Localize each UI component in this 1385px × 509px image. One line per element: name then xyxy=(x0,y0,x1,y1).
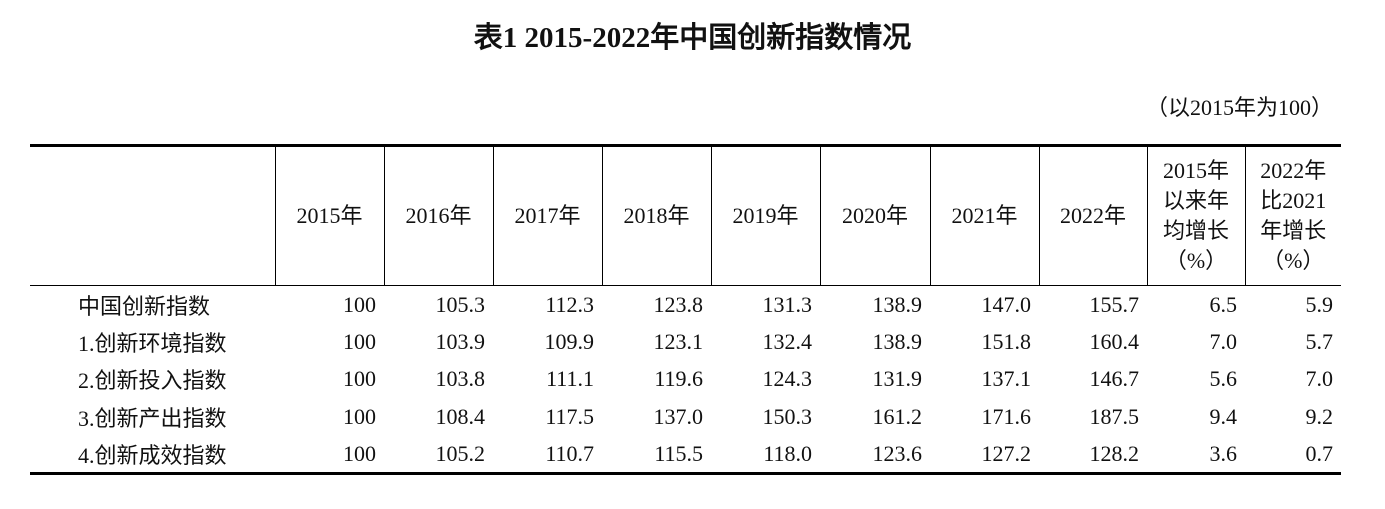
header-line: 2017年 xyxy=(514,203,581,228)
header-cell: 2020年 xyxy=(819,145,930,286)
header-line: 2022年 xyxy=(1059,203,1126,228)
header-cell: 2018年 xyxy=(601,145,711,286)
header-line: 均增长 xyxy=(1162,218,1229,243)
cell-value: 6.5 xyxy=(1209,291,1238,317)
header-line: 2022年 xyxy=(1260,158,1327,183)
cell-value: 100 xyxy=(343,291,376,317)
cell-value: 118.0 xyxy=(763,440,812,466)
header-line: 以来年 xyxy=(1162,188,1229,213)
header-line: 2016年 xyxy=(405,203,472,228)
cell-value: 127.2 xyxy=(981,440,1032,466)
cell-value: 151.8 xyxy=(981,328,1032,354)
cell-value: 160.4 xyxy=(1089,328,1140,354)
cell-value: 108.4 xyxy=(435,403,486,429)
cell-value: 9.4 xyxy=(1209,403,1238,429)
row-label: 4.创新成效指数 xyxy=(78,442,227,468)
cell-value: 119.6 xyxy=(654,366,703,392)
cell-value: 138.9 xyxy=(872,291,923,317)
header-line: 2018年 xyxy=(623,203,690,228)
cell-value: 105.3 xyxy=(435,291,486,317)
cell-value: 100 xyxy=(343,440,376,466)
header-cell: 2022年 xyxy=(1038,145,1147,286)
cell-value: 100 xyxy=(343,328,376,354)
row-label: 中国创新指数 xyxy=(78,293,211,319)
cell-value: 109.9 xyxy=(544,328,595,354)
cell-value: 137.0 xyxy=(653,403,704,429)
header-line: 2019年 xyxy=(732,203,799,228)
cell-value: 138.9 xyxy=(872,328,923,354)
cell-value: 131.3 xyxy=(762,291,813,317)
cell-value: 132.4 xyxy=(762,328,813,354)
header-cell: 2021年 xyxy=(929,145,1039,286)
header-line: 2021年 xyxy=(951,203,1018,228)
cell-value: 137.1 xyxy=(981,366,1032,392)
cell-value: 124.3 xyxy=(762,366,813,392)
title: 表1 2015-2022年中国创新指数情况 xyxy=(473,22,912,54)
cell-value: 147.0 xyxy=(981,291,1032,317)
header-cell: 2015年以来年均增长 （%） xyxy=(1146,145,1245,286)
cell-value: 161.2 xyxy=(872,403,923,429)
header-line: 2015年 xyxy=(1162,158,1229,183)
note: （以2015年为100） xyxy=(1145,95,1333,120)
cell-value: 100 xyxy=(343,403,376,429)
table-row: 4.创新成效指数 100 105.2 110.7 115.5 118.0 123.6 127.… xyxy=(30,436,1341,473)
header-cell: 2019年 xyxy=(710,145,820,286)
cell-value: 123.6 xyxy=(872,440,923,466)
cell-value: 115.5 xyxy=(654,440,703,466)
cell-value: 146.7 xyxy=(1089,366,1140,392)
cell-value: 103.8 xyxy=(435,366,486,392)
cell-value: 7.0 xyxy=(1209,328,1238,354)
table-row: 中国创新指数 100 105.3 112.3 123.8 131.3 138.9 147.0 1… xyxy=(30,286,1341,324)
table-row: 2.创新投入指数 100 103.8 111.1 119.6 124.3 131.9 137.… xyxy=(30,361,1341,399)
header-line: 比2021 xyxy=(1260,188,1327,213)
row-label: 1.创新环境指数 xyxy=(78,330,227,356)
row-label: 2.创新投入指数 xyxy=(78,368,227,394)
cell-value: 105.2 xyxy=(435,440,486,466)
header-cell: 2017年 xyxy=(492,145,602,286)
header-line: 年增长 xyxy=(1260,218,1327,243)
cell-value: 103.9 xyxy=(435,328,486,354)
header-cell xyxy=(30,146,275,286)
cell-value: 110.7 xyxy=(545,440,594,466)
cell-value: 111.1 xyxy=(546,366,594,392)
cell-value: 0.7 xyxy=(1305,440,1334,466)
row-label: 3.创新产出指数 xyxy=(78,405,227,431)
cell-value: 187.5 xyxy=(1089,403,1140,429)
table-row: 1.创新环境指数 100 103.9 109.9 123.1 132.4 138.9 151.… xyxy=(30,323,1341,361)
cell-value: 112.3 xyxy=(545,291,594,317)
cell-value: 9.2 xyxy=(1305,403,1334,429)
table-body: 中国创新指数 100 105.3 112.3 123.8 131.3 138.9 147.0 1… xyxy=(30,286,1341,473)
table-header: 2015年 2016年 2017年 2018年 2019年 2020年 2021年 2022年… xyxy=(30,145,1341,286)
header-line: 2015年 xyxy=(296,203,363,228)
cell-value: 3.6 xyxy=(1209,440,1238,466)
header-cell: 2015年 xyxy=(274,145,384,286)
cell-value: 171.6 xyxy=(981,403,1032,429)
header-line: 2020年 xyxy=(841,203,908,228)
cell-value: 131.9 xyxy=(872,366,923,392)
header-line: （%） xyxy=(1262,248,1325,273)
table-row: 3.创新产出指数 100 108.4 117.5 137.0 150.3 161.2 171.… xyxy=(30,398,1341,436)
cell-value: 128.2 xyxy=(1089,440,1140,466)
header-cell: 2022年比2021 年增长 （%） xyxy=(1244,145,1341,286)
header-row: 2015年 2016年 2017年 2018年 2019年 2020年 2021年 2022年… xyxy=(30,145,1341,286)
cell-value: 155.7 xyxy=(1089,291,1140,317)
cell-value: 123.1 xyxy=(653,328,704,354)
header-line: （%） xyxy=(1164,248,1228,273)
cell-value: 5.7 xyxy=(1305,328,1334,354)
header-cell: 2016年 xyxy=(383,145,493,286)
cell-value: 117.5 xyxy=(545,403,594,429)
cell-value: 123.8 xyxy=(653,291,704,317)
cell-value: 150.3 xyxy=(762,403,813,429)
cell-value: 100 xyxy=(343,366,376,392)
cell-value: 7.0 xyxy=(1305,366,1334,392)
cell-value: 5.9 xyxy=(1305,291,1334,317)
table: 2015年 2016年 2017年 2018年 2019年 2020年 2021年 2022年… xyxy=(30,144,1341,475)
cell-value: 5.6 xyxy=(1209,366,1238,392)
